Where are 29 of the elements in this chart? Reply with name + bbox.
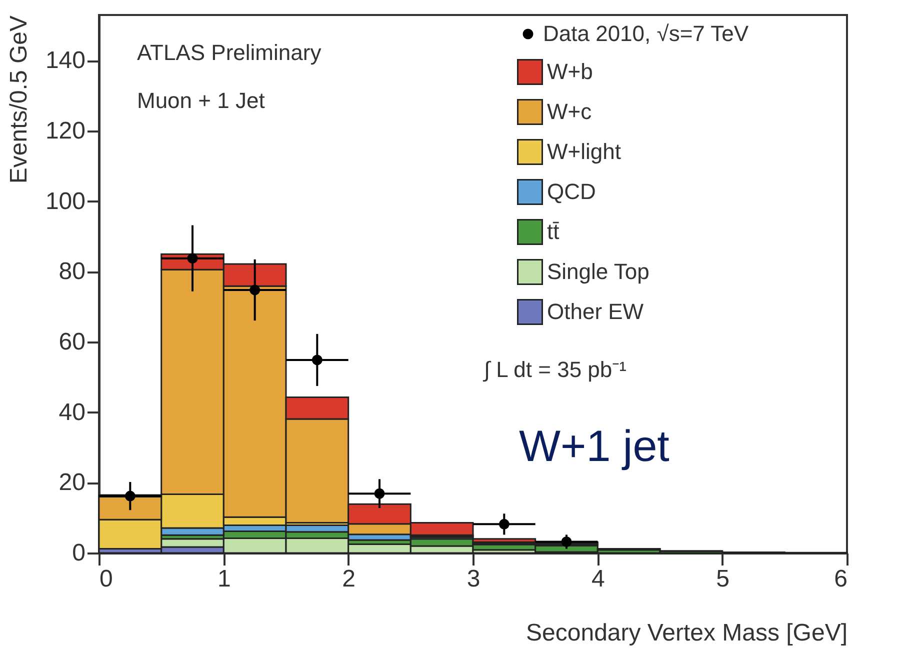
y-tick-label: 140	[45, 47, 86, 74]
x-tick-label: 2	[342, 566, 356, 592]
annotation: W+1 jet	[519, 422, 670, 471]
y-tick-label: 20	[58, 469, 86, 496]
y-tick-label: 60	[58, 328, 86, 356]
x-tick-label: 5	[716, 566, 730, 592]
legend-label: Data 2010, √s=7 TeV	[543, 21, 749, 46]
annotation: ∫ L dt = 35 pb⁻¹	[482, 357, 626, 382]
x-tick-label: 3	[466, 566, 480, 592]
y-tick-label: 100	[45, 188, 86, 215]
x-tick-label: 1	[217, 566, 231, 592]
legend-label: W+light	[547, 139, 621, 164]
legend-label: tt̄	[547, 219, 560, 244]
legend-label: Single Top	[547, 259, 650, 284]
y-tick-label: 120	[45, 118, 86, 145]
annotation: ATLAS Preliminary	[137, 40, 322, 65]
legend-label: W+b	[547, 59, 593, 84]
y-tick-label: 0	[72, 540, 86, 566]
x-tick-label: 6	[834, 566, 848, 592]
x-tick-label: 4	[591, 566, 605, 592]
legend-label: QCD	[547, 179, 596, 204]
annotation: Muon + 1 Jet	[137, 88, 265, 113]
x-tick-label: 0	[100, 566, 113, 592]
legend-label: Other EW	[547, 299, 644, 324]
y-tick-label: 40	[58, 398, 86, 426]
y-axis-title: Events/0.5 GeV	[5, 16, 32, 184]
x-axis-title: Secondary Vertex Mass [GeV]	[526, 620, 848, 646]
legend-label: W+c	[547, 99, 592, 124]
y-tick-label: 80	[58, 258, 86, 286]
